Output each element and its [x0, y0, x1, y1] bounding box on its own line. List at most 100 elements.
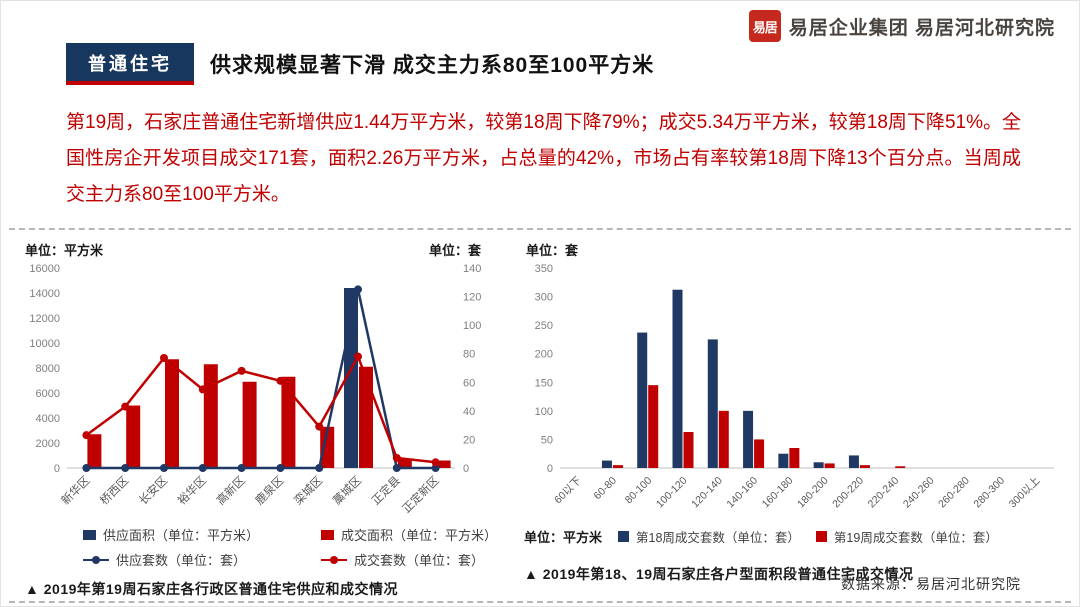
- svg-text:120: 120: [463, 292, 481, 304]
- area-range-chart-panel: 单位：套 0 50 100 150 200 250 300 350 60以下 60-80 80-10…: [516, 238, 1061, 599]
- svg-text:桥西区: 桥西区: [98, 474, 132, 508]
- legend-label: 供应面积（单位：平方米）: [103, 528, 260, 543]
- right-chart-caption: ▲ 2019年第18、19周石家庄各户型面积段普通住宅成交情况: [524, 566, 914, 582]
- data-point: [121, 402, 130, 411]
- svg-text:0: 0: [54, 463, 60, 475]
- bar: [203, 364, 218, 468]
- data-point: [82, 464, 91, 472]
- right-legend-item-1: 第19周成交套数（单位：套）: [815, 527, 998, 546]
- bar: [848, 455, 859, 468]
- bar: [397, 459, 412, 468]
- svg-text:8000: 8000: [36, 363, 60, 375]
- svg-text:240-260: 240-260: [901, 475, 937, 511]
- bar: [165, 359, 179, 468]
- svg-text:100-120: 100-120: [654, 475, 690, 511]
- bar: [778, 453, 789, 468]
- data-point: [315, 422, 324, 431]
- svg-text:16000: 16000: [29, 263, 60, 275]
- data-point: [82, 431, 91, 440]
- data-point: [431, 458, 440, 467]
- bar: [87, 434, 102, 468]
- data-point: [392, 464, 401, 472]
- svg-text:藁城区: 藁城区: [331, 474, 365, 508]
- page-title: 供求规模显著下滑 成交主力系80至100平方米: [210, 54, 655, 77]
- bar: [612, 465, 623, 468]
- data-point: [276, 376, 285, 385]
- legend-label: 第19周成交套数（单位：套）: [833, 531, 998, 545]
- svg-text:正定县: 正定县: [369, 473, 403, 507]
- data-point: [354, 352, 362, 361]
- right-legend-item-0: 第18周成交套数（单位：套）: [618, 527, 800, 546]
- bar: [813, 462, 824, 468]
- left-legend-item-0: 供应面积（单位：平方米）: [83, 525, 273, 544]
- bar: [672, 289, 683, 468]
- district-combo-chart: 0 2000 4000 6000 8000 10000 12000 14000 16000 0 20…: [29, 263, 481, 516]
- svg-text:60以下: 60以下: [552, 475, 584, 507]
- left-chart-legend: 供应面积（单位：平方米） 成交面积（单位：平方米） 供应套数（单位：套） 成交套数（单…: [11, 525, 511, 569]
- bar: [436, 460, 451, 468]
- svg-text:40: 40: [463, 406, 475, 418]
- right-chart-axes: 0 50 100 150 200 250 300 350: [535, 263, 1054, 475]
- bar: [743, 410, 754, 468]
- summary-paragraph: 第19周，石家庄普通住宅新增供应1.44万平方米，较第18周下降79%；成交5.…: [66, 112, 1021, 205]
- svg-text:260-280: 260-280: [936, 475, 972, 511]
- bar: [754, 439, 765, 468]
- svg-text:20: 20: [463, 434, 475, 446]
- title-row: 普通住宅 供求规模显著下滑 成交主力系80至100平方米: [66, 43, 1079, 85]
- data-point: [237, 366, 246, 375]
- bar: [859, 465, 870, 468]
- bar: [637, 332, 648, 468]
- left-chart-lines: [82, 285, 440, 472]
- legend-label: 成交面积（单位：平方米）: [341, 528, 498, 543]
- bar-swatch-icon: [321, 529, 334, 540]
- left-chart-units: 单位：平方米 单位：套: [11, 238, 511, 258]
- logo-text: 易居企业集团 易居河北研究院: [788, 17, 1055, 39]
- bar: [126, 405, 141, 468]
- svg-text:200-220: 200-220: [830, 475, 866, 511]
- svg-text:60-80: 60-80: [592, 475, 620, 503]
- data-point: [431, 464, 440, 472]
- svg-text:250: 250: [535, 320, 553, 332]
- right-axis-unit-label: 单位：套: [428, 243, 481, 258]
- data-point: [121, 464, 130, 472]
- data-point: [237, 464, 246, 472]
- company-logo: 易居 易居企业集团 易居河北研究院: [748, 10, 1055, 42]
- svg-text:350: 350: [535, 263, 553, 275]
- bar: [789, 448, 800, 468]
- line-marker-swatch-icon: [321, 555, 347, 565]
- svg-text:2000: 2000: [36, 438, 60, 450]
- svg-text:长安区: 长安区: [136, 473, 170, 507]
- bar: [718, 410, 729, 468]
- svg-text:140-160: 140-160: [724, 475, 760, 511]
- svg-text:300以上: 300以上: [1007, 475, 1043, 511]
- bar: [320, 426, 335, 468]
- category-badge: 普通住宅: [66, 43, 194, 85]
- line-series: [86, 289, 436, 470]
- right-chart-units: 单位：套: [516, 238, 1061, 258]
- svg-text:0: 0: [463, 463, 469, 475]
- x-axis-unit-label: 单位：平方米: [524, 530, 603, 545]
- left-legend-item-3: 成交套数（单位：套）: [321, 550, 511, 569]
- svg-text:栾城区: 栾城区: [291, 473, 325, 507]
- svg-text:100: 100: [463, 320, 481, 332]
- right-chart-x-labels: 60以下 60-80 80-100 100-120 120-140 140-160 160-…: [552, 475, 1042, 511]
- data-point: [276, 464, 285, 472]
- svg-text:120-140: 120-140: [689, 475, 725, 511]
- svg-text:80: 80: [463, 349, 475, 361]
- svg-text:280-300: 280-300: [971, 475, 1007, 511]
- svg-text:0: 0: [547, 463, 553, 475]
- legend-label: 成交套数（单位：套）: [354, 553, 485, 568]
- svg-text:鹿泉区: 鹿泉区: [252, 473, 286, 507]
- data-point: [354, 285, 362, 294]
- line-series: [85, 353, 436, 464]
- svg-text:4000: 4000: [36, 413, 60, 425]
- svg-text:140: 140: [463, 263, 481, 275]
- svg-text:150: 150: [535, 377, 553, 389]
- bar-swatch-icon: [618, 531, 630, 542]
- legend-label: 第18周成交套数（单位：套）: [636, 531, 800, 545]
- bar: [242, 381, 257, 468]
- svg-text:高新区: 高新区: [213, 473, 247, 507]
- bar-swatch-icon: [83, 529, 96, 540]
- line-marker-swatch-icon: [83, 555, 109, 565]
